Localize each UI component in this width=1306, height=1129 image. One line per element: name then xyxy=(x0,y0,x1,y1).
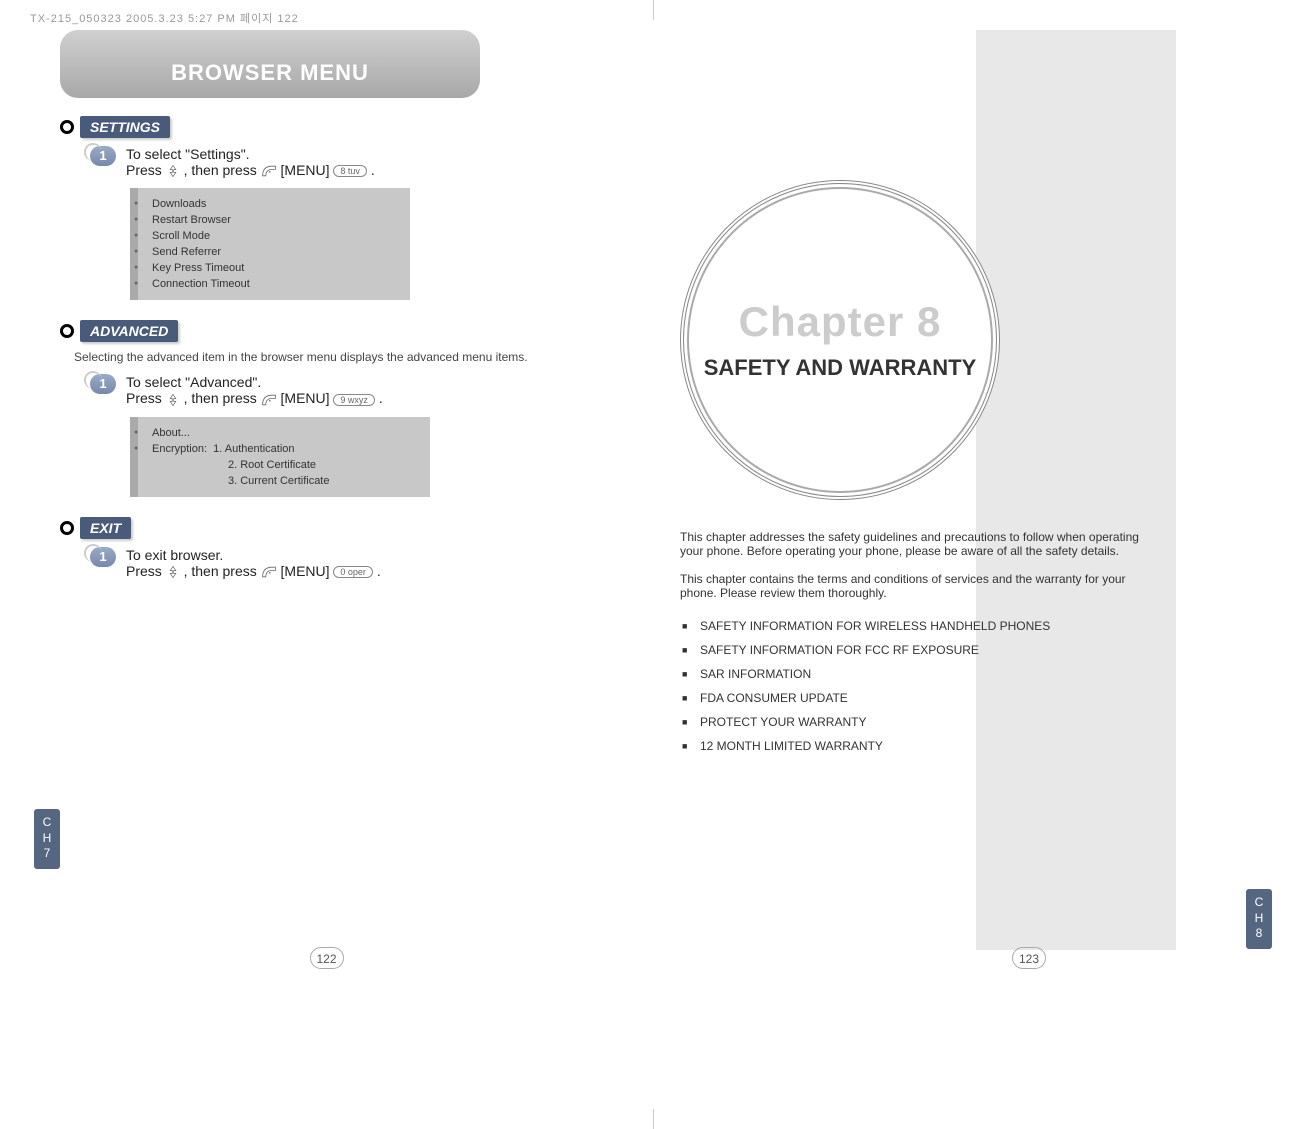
step-press2: , then press xyxy=(184,563,261,579)
nav-up-icon xyxy=(166,164,180,178)
list-item: Scroll Mode xyxy=(152,228,396,244)
softkey-icon xyxy=(261,565,277,579)
keypad-9-icon: 9 wxyz xyxy=(333,394,375,406)
step-press1: Press xyxy=(126,390,166,406)
list-item: SAFETY INFORMATION FOR FCC RF EXPOSURE xyxy=(700,638,1140,662)
list-item: Downloads xyxy=(152,196,396,212)
section-tab-label: EXIT xyxy=(80,517,131,539)
enc-item-1: 1. Authentication xyxy=(213,443,294,455)
chapter-title: SAFETY AND WARRANTY xyxy=(704,354,977,383)
softkey-icon xyxy=(261,393,277,407)
section-header-exit: EXIT xyxy=(60,517,593,539)
nav-up-icon xyxy=(166,393,180,407)
list-item: PROTECT YOUR WARRANTY xyxy=(700,710,1140,734)
step-number-badge: 1 xyxy=(90,547,116,567)
chapter-side-tab-left: CH7 xyxy=(34,809,60,869)
list-item: 3. Current Certificate xyxy=(152,473,416,489)
advanced-menu-list: About... Encryption: 1. Authentication 2… xyxy=(130,417,430,497)
advanced-description: Selecting the advanced item in the brows… xyxy=(74,350,593,364)
step-instruction: To select "Settings". Press , then press… xyxy=(126,146,375,178)
step-press4: . xyxy=(379,390,383,406)
step-instruction: To exit browser. Press , then press [MEN… xyxy=(126,547,381,579)
step-press3: [MENU] xyxy=(281,390,334,406)
chapter-number: Chapter 8 xyxy=(739,298,942,346)
step-advanced: 1 To select "Advanced". Press , then pre… xyxy=(90,374,593,406)
step-press1: Press xyxy=(126,563,166,579)
step-press3: [MENU] xyxy=(281,162,334,178)
keypad-0-icon: 0 oper xyxy=(333,566,373,578)
list-item: About... xyxy=(152,425,416,441)
list-item: Encryption: 1. Authentication xyxy=(152,441,416,457)
list-item: 2. Root Certificate xyxy=(152,457,416,473)
chapter-background-band xyxy=(976,30,1176,950)
step-line1: To exit browser. xyxy=(126,547,223,563)
step-line1: To select "Advanced". xyxy=(126,374,261,390)
page-number-right: 123 xyxy=(1012,947,1046,969)
intro-paragraph-1: This chapter addresses the safety guidel… xyxy=(680,530,1140,558)
section-tab-label: SETTINGS xyxy=(80,116,170,138)
step-instruction: To select "Advanced". Press , then press… xyxy=(126,374,383,406)
list-item: Key Press Timeout xyxy=(152,260,396,276)
settings-menu-list: Downloads Restart Browser Scroll Mode Se… xyxy=(130,188,410,300)
list-item: SAFETY INFORMATION FOR WIRELESS HANDHELD… xyxy=(700,614,1140,638)
chapter-intro-block: This chapter addresses the safety guidel… xyxy=(680,530,1140,758)
section-header-settings: SETTINGS xyxy=(60,116,593,138)
list-item: Restart Browser xyxy=(152,212,396,228)
list-item: Send Referrer xyxy=(152,244,396,260)
left-page: BROWSER MENU SETTINGS 1 To select "Setti… xyxy=(0,0,653,1129)
list-item: 12 MONTH LIMITED WARRANTY xyxy=(700,734,1140,758)
step-settings: 1 To select "Settings". Press , then pre… xyxy=(90,146,593,178)
chapter-title-circle: Chapter 8 SAFETY AND WARRANTY xyxy=(680,180,1000,500)
page-title-banner: BROWSER MENU xyxy=(60,30,480,98)
list-item: SAR INFORMATION xyxy=(700,662,1140,686)
chapter-topic-list: SAFETY INFORMATION FOR WIRELESS HANDHELD… xyxy=(680,614,1140,758)
bullet-icon xyxy=(60,120,74,134)
chapter-side-tab-right: CH8 xyxy=(1246,889,1272,949)
nav-up-icon xyxy=(166,565,180,579)
step-number-badge: 1 xyxy=(90,146,116,166)
step-number-badge: 1 xyxy=(90,374,116,394)
keypad-8-icon: 8 tuv xyxy=(333,165,367,177)
bullet-icon xyxy=(60,521,74,535)
intro-paragraph-2: This chapter contains the terms and cond… xyxy=(680,572,1140,600)
step-press4: . xyxy=(371,162,375,178)
section-tab-label: ADVANCED xyxy=(80,320,178,342)
list-item: Connection Timeout xyxy=(152,276,396,292)
step-press3: [MENU] xyxy=(281,563,334,579)
section-header-advanced: ADVANCED xyxy=(60,320,593,342)
step-press2: , then press xyxy=(184,390,261,406)
step-press4: . xyxy=(377,563,381,579)
step-line1: To select "Settings". xyxy=(126,146,250,162)
page-number-left: 122 xyxy=(310,947,344,969)
softkey-icon xyxy=(261,164,277,178)
step-press2: , then press xyxy=(184,162,261,178)
encryption-label: Encryption: xyxy=(152,443,207,455)
step-press1: Press xyxy=(126,162,166,178)
step-exit: 1 To exit browser. Press , then press [M… xyxy=(90,547,593,579)
list-item: FDA CONSUMER UPDATE xyxy=(700,686,1140,710)
bullet-icon xyxy=(60,324,74,338)
